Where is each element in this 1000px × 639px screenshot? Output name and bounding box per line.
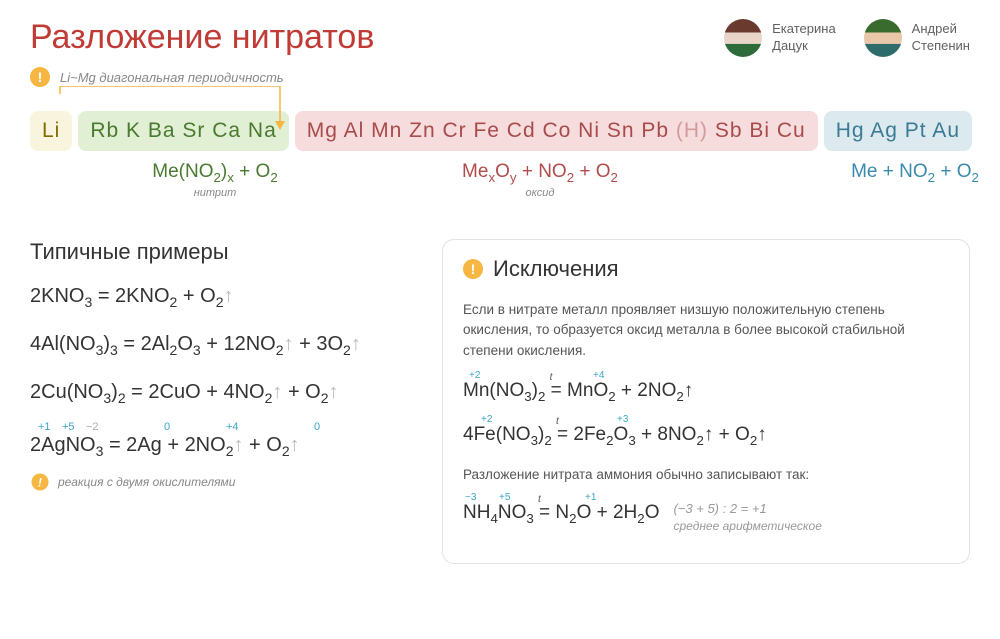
activity-series: LiRb K Ba Sr Ca NaMg Al Mn Zn Cr Fe Cd C…	[30, 111, 970, 151]
authors: Екатерина Дацук Андрей Степенин	[724, 19, 970, 57]
author-name: Екатерина Дацук	[772, 21, 836, 54]
examples-title: Типичные примеры	[30, 239, 420, 265]
avatar	[864, 19, 902, 57]
exceptions-title: ! Исключения	[463, 256, 949, 282]
page-title: Разложение нитратов	[30, 18, 374, 57]
author: Андрей Степенин	[864, 19, 970, 57]
author-name: Андрей Степенин	[912, 21, 970, 54]
exceptions-para2: Разложение нитрата аммония обычно записы…	[463, 465, 949, 485]
footnote-text: реакция с двумя окислителями	[58, 475, 235, 489]
bang-icon: !	[30, 67, 50, 87]
equation: 2KNO3 = 2KNO2 + O2↑	[30, 283, 420, 311]
avatar	[724, 19, 762, 57]
examples-column: Типичные примеры 2KNO3 = 2KNO2 + O2↑ 4Al(…	[30, 239, 420, 564]
equation: Mn(NO3)2 =t MnO2 + 2NO2↑+2+4	[463, 379, 949, 405]
group-products: Me(NO2)x + O2нитрит MexOy + NO2 + O2оксид…	[30, 161, 970, 209]
examples-footnote: ! реакция с двумя окислителями	[30, 472, 420, 492]
header: Разложение нитратов Екатерина Дацук Андре…	[30, 18, 970, 57]
exceptions-title-text: Исключения	[493, 256, 619, 282]
equation: 4Fe(NO3)2 =t 2Fe2O3 + 8NO2↑ + O2↑+2+3	[463, 423, 949, 449]
series-group: Rb K Ba Sr Ca Na	[78, 111, 288, 151]
equation: 2Cu(NO3)2 = 2CuO + 4NO2↑ + O2↑	[30, 379, 420, 407]
diagonal-note-text: Li~Mg диагональная периодичность	[60, 70, 284, 85]
bang-icon: !	[463, 259, 483, 279]
series-group: Mg Al Mn Zn Cr Fe Cd Co Ni Sn Pb (H) Sb …	[295, 111, 818, 151]
avg-note: (−3 + 5) : 2 = +1среднее арифметическое	[673, 501, 821, 535]
equation: 2AgNO3 = 2Ag + 2NO2↑ + O2↑+1+5−20+40	[30, 432, 420, 460]
product-formula: MexOy + NO2 + O2оксид	[420, 161, 660, 199]
diagonal-note: ! Li~Mg диагональная периодичность	[30, 65, 970, 89]
series-group: Hg Ag Pt Au	[824, 111, 972, 151]
product-formula: Me(NO2)x + O2нитрит	[125, 161, 305, 199]
series-group: Li	[30, 111, 72, 151]
product-formula: Me + NO2 + O2	[830, 161, 1000, 185]
exceptions-para1: Если в нитрате металл проявляет низшую п…	[463, 300, 949, 361]
exceptions-panel: ! Исключения Если в нитрате металл прояв…	[442, 239, 970, 564]
author: Екатерина Дацук	[724, 19, 836, 57]
bang-icon: !	[32, 473, 49, 490]
equation: 4Al(NO3)3 = 2Al2O3 + 12NO2↑ + 3O2↑	[30, 331, 420, 359]
lower-section: Типичные примеры 2KNO3 = 2KNO2 + O2↑ 4Al(…	[30, 239, 970, 564]
equation-final: NH4NO3 =t N2O + 2H2O−3+5+1(−3 + 5) : 2 =…	[463, 501, 949, 535]
